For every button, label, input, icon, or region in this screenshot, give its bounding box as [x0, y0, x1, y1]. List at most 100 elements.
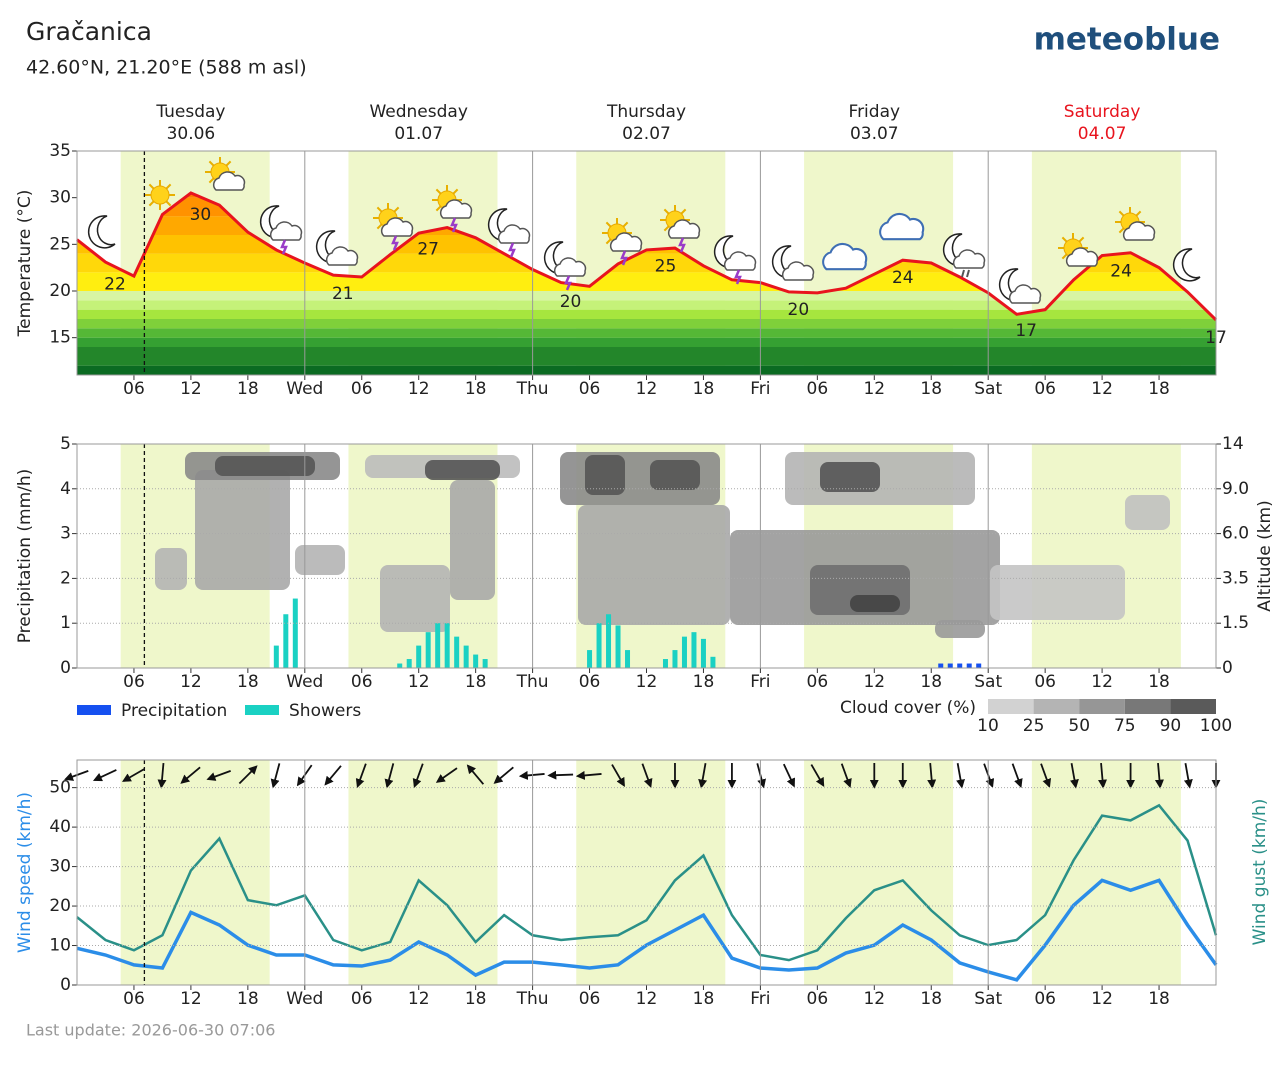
precip-bar: [947, 663, 953, 668]
precip-bar: [435, 623, 441, 668]
x-tick-label: 12: [1091, 672, 1113, 692]
day-name: Friday: [849, 102, 901, 122]
x-tick-label: 12: [863, 989, 885, 1009]
wind-arrow: [435, 767, 458, 783]
y-axis-label: Precipitation (mm/h): [15, 469, 35, 644]
precip-bar: [425, 632, 431, 668]
colorbar-label: Cloud cover (%): [840, 698, 976, 718]
day-name: Thursday: [606, 102, 686, 122]
sun: [150, 185, 170, 205]
y-tick-label: 20: [49, 896, 71, 916]
legend-label: Precipitation: [121, 701, 227, 721]
weather-icon: [942, 233, 986, 278]
cloud-cover: [215, 456, 315, 476]
x-tick-label: Thu: [516, 672, 549, 692]
weather-icon: [998, 268, 1042, 304]
x-tick-label: 12: [636, 379, 658, 399]
temp-band: [77, 347, 1216, 366]
weather-icon: [487, 208, 531, 258]
x-tick-label: Sat: [974, 379, 1002, 399]
temp-label: 24: [892, 268, 914, 288]
x-tick-label: 06: [1034, 379, 1056, 399]
y-tick-label: 15: [49, 328, 71, 348]
daylight-band: [804, 760, 954, 985]
wind-arrow: [1070, 763, 1079, 789]
y2-tick-label: 1.5: [1222, 613, 1249, 633]
weather-icon: [373, 203, 414, 251]
plot-frame: [76, 150, 1217, 376]
precip-bar: [957, 663, 963, 668]
x-tick-label: 18: [1148, 379, 1170, 399]
y-tick-label: 25: [49, 234, 71, 254]
daylight-band: [120, 760, 270, 985]
x-tick-label: Wed: [286, 989, 323, 1009]
precip-bar: [482, 659, 488, 668]
precip-bar: [966, 663, 972, 668]
legend-swatch: [245, 705, 279, 715]
weather-icon: [205, 157, 246, 191]
y2-tick-label: 3.5: [1222, 568, 1249, 588]
colorbar-box: [1170, 699, 1216, 714]
cloud: [723, 251, 757, 271]
x-tick-label: 12: [180, 379, 202, 399]
cloud-cover: [1125, 495, 1170, 530]
wind-arrow: [493, 766, 514, 784]
x-tick-label: 06: [807, 672, 829, 692]
x-tick-label: Wed: [286, 672, 323, 692]
y2-tick-label: 6.0: [1222, 524, 1249, 544]
precip-bar: [406, 659, 412, 668]
y2-tick-label: 9.0: [1222, 479, 1249, 499]
cloud: [952, 249, 986, 269]
x-tick-label: 06: [123, 672, 145, 692]
wind-arrow: [575, 770, 602, 780]
legend-label: Showers: [289, 701, 361, 721]
temp-label: 24: [1110, 262, 1132, 282]
precip-bar: [397, 663, 403, 668]
precip-bar: [691, 632, 697, 668]
y2-tick-label: 14: [1222, 434, 1244, 454]
y-tick-label: 10: [49, 936, 71, 956]
cloud-cover: [585, 455, 625, 495]
x-tick-label: 12: [636, 672, 658, 692]
precip-bar: [283, 614, 289, 668]
colorbar-tick: 90: [1160, 716, 1182, 736]
y-tick-label: 2: [60, 568, 71, 588]
y2-axis-label: Wind gust (km/h): [1250, 799, 1270, 946]
y-axis-label: Wind speed (km/h): [15, 792, 35, 953]
legend-swatch: [77, 705, 111, 715]
precip-bar: [700, 638, 706, 668]
x-tick-label: 18: [920, 989, 942, 1009]
x-tick-label: Thu: [516, 379, 549, 399]
precip-bar: [976, 663, 982, 668]
x-tick-label: 18: [693, 672, 715, 692]
colorbar-box: [1079, 699, 1125, 714]
bolt: [734, 269, 742, 285]
precip-bar: [473, 654, 479, 668]
colorbar-tick: 75: [1114, 716, 1136, 736]
colorbar-tick: 50: [1068, 716, 1090, 736]
temp-label: 25: [655, 257, 677, 277]
weather-icon: [432, 185, 473, 233]
x-tick-label: 06: [807, 989, 829, 1009]
temp-band: [77, 365, 1216, 375]
y-tick-label: 50: [49, 778, 71, 798]
last-update: Last update: 2026-06-30 07:06: [26, 1021, 275, 1040]
precip-bar: [710, 656, 716, 668]
x-tick-label: 12: [408, 379, 430, 399]
x-tick-label: 12: [180, 672, 202, 692]
cloud-cover: [425, 460, 500, 480]
weather-icon: [1115, 207, 1156, 241]
wind-arrow: [641, 763, 653, 788]
precip-bar: [416, 645, 422, 668]
colorbar-box: [1124, 699, 1171, 714]
wind-arrow: [1098, 762, 1108, 789]
precip-bar: [625, 650, 631, 668]
x-tick-label: 06: [579, 379, 601, 399]
x-tick-label: 12: [863, 672, 885, 692]
temp-band: [77, 337, 1216, 347]
precip-bar: [615, 625, 621, 668]
day-date: 30.06: [167, 124, 216, 144]
wind-arrow: [782, 763, 795, 788]
cloud: [553, 257, 587, 277]
rain: [961, 269, 965, 278]
